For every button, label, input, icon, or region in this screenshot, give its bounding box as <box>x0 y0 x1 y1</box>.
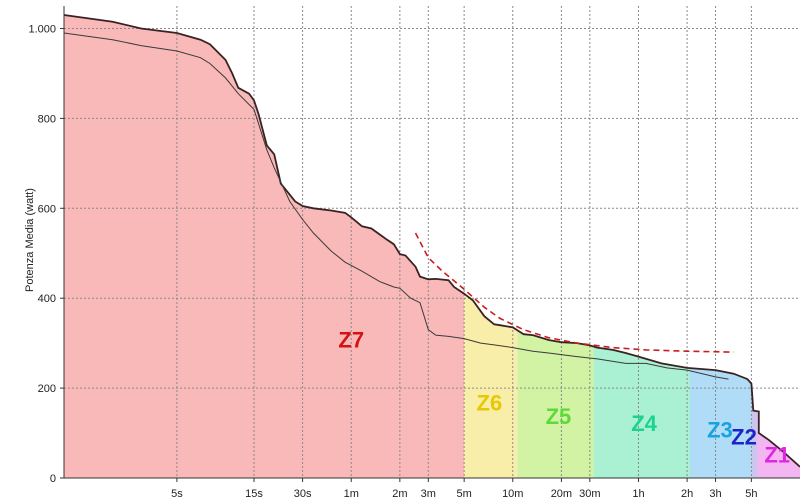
chart-grid <box>64 6 800 478</box>
chart-axes: 0 200 400 600 800 1.000 5s 15s 30s 1m 2m 3m 5m 10m 20m… <box>28 6 800 500</box>
x-tick-label: 2h <box>681 488 693 500</box>
zone-fill-z1 <box>757 411 800 478</box>
x-tick-label: 3m <box>421 488 436 500</box>
zone-label-z2: Z2 <box>731 424 757 449</box>
x-tick-label: 15s <box>245 488 263 500</box>
zone-label-z1: Z1 <box>764 442 790 467</box>
zone-fill-z3 <box>690 368 752 478</box>
x-tick-label: 1m <box>344 488 359 500</box>
zone-label-z4: Z4 <box>631 411 657 436</box>
zone-fill-z5 <box>517 330 594 478</box>
x-tick-label: 5s <box>171 488 183 500</box>
y-axis-label: Potenza Media (watt) <box>24 188 36 292</box>
zone-fill-z7 <box>64 15 465 478</box>
x-tick-label: 30m <box>579 488 600 500</box>
y-tick-label: 600 <box>38 203 56 215</box>
max-power-envelope-line <box>63 14 800 468</box>
y-tick-label: 200 <box>38 383 56 395</box>
ride-power-curve-line <box>63 32 729 380</box>
x-tick-label: 1h <box>632 488 644 500</box>
x-tick-label: 30s <box>294 488 312 500</box>
x-tick-label: 20m <box>551 488 572 500</box>
cp-model-dashed-line <box>414 232 734 353</box>
y-tick-label: 1.000 <box>28 23 56 35</box>
zone-label-z7: Z7 <box>338 328 364 353</box>
zone-fill-z4 <box>593 346 690 478</box>
y-tick-label: 800 <box>38 113 56 125</box>
x-tick-label: 3h <box>709 488 721 500</box>
zone-bands <box>64 15 800 478</box>
y-tick-label: 400 <box>38 293 56 305</box>
chart-series <box>63 14 800 468</box>
zone-label-z3: Z3 <box>707 418 733 443</box>
y-tick-label: 0 <box>50 473 56 485</box>
zone-fill-z6 <box>464 293 518 478</box>
x-tick-label: 2m <box>392 488 407 500</box>
zone-label-z5: Z5 <box>546 404 572 429</box>
x-tick-label: 10m <box>502 488 523 500</box>
zone-label-z6: Z6 <box>477 391 503 416</box>
x-tick-label: 5h <box>745 488 757 500</box>
x-tick-label: 5m <box>456 488 471 500</box>
